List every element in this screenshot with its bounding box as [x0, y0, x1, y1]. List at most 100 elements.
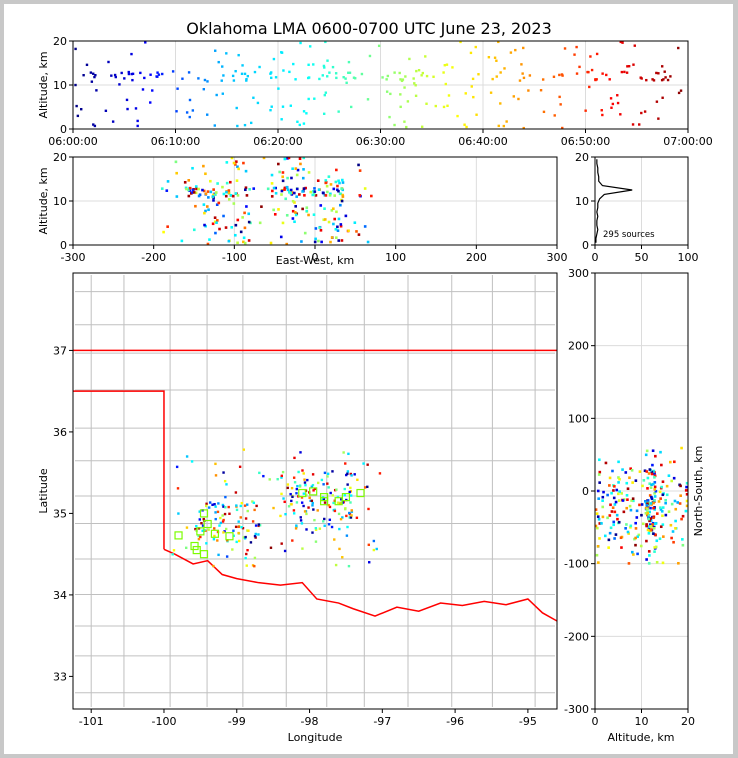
source-point — [597, 561, 600, 564]
source-point — [322, 64, 326, 68]
source-point — [329, 491, 332, 495]
source-point — [235, 179, 239, 182]
source-point — [314, 540, 318, 543]
source-point — [489, 91, 493, 94]
source-point — [400, 79, 404, 83]
source-point — [633, 44, 636, 47]
source-point — [617, 476, 620, 479]
source-point — [324, 91, 328, 94]
plan-view-frame — [72, 272, 558, 710]
source-point — [339, 517, 343, 521]
source-point — [647, 550, 651, 553]
source-point — [334, 227, 338, 231]
source-point — [338, 527, 341, 531]
source-point — [639, 544, 643, 548]
source-point — [475, 113, 478, 116]
source-point — [243, 226, 247, 230]
source-point — [286, 188, 290, 192]
source-point — [608, 78, 611, 81]
source-point — [333, 509, 337, 513]
source-point — [246, 74, 250, 78]
source-point — [113, 73, 117, 77]
source-point — [207, 208, 210, 212]
source-point — [662, 535, 665, 538]
source-point — [339, 203, 342, 207]
source-point — [75, 104, 78, 108]
source-point — [214, 517, 217, 521]
source-point — [326, 475, 329, 478]
source-point — [247, 239, 251, 242]
source-point — [239, 504, 242, 508]
ew-altitude-tick-label-x: -100 — [222, 251, 247, 264]
source-point — [446, 104, 449, 107]
source-point — [340, 239, 344, 242]
source-point — [563, 47, 567, 50]
source-point — [330, 525, 334, 529]
source-point — [136, 124, 139, 128]
source-point — [245, 194, 249, 197]
source-point — [269, 108, 272, 112]
source-point — [200, 522, 203, 525]
county-boundaries — [75, 275, 555, 707]
source-point — [653, 550, 656, 553]
source-point — [177, 512, 180, 515]
source-point — [653, 472, 656, 476]
source-point — [650, 497, 654, 501]
source-point — [610, 510, 614, 513]
source-point — [206, 80, 209, 83]
source-point — [601, 515, 605, 519]
source-point — [297, 470, 300, 474]
source-point — [375, 547, 378, 551]
source-point — [221, 514, 224, 517]
lma-figure: Oklahoma LMA 0600-0700 UTC June 23, 2023… — [4, 4, 733, 754]
source-point — [234, 163, 237, 166]
source-point — [625, 506, 629, 510]
source-point — [107, 60, 110, 64]
source-point — [235, 160, 238, 163]
source-point — [558, 73, 561, 77]
source-point — [92, 123, 95, 126]
source-point — [464, 92, 467, 95]
time-altitude-tick-label-y: 10 — [53, 79, 67, 92]
source-point — [292, 476, 296, 479]
source-point — [281, 105, 285, 108]
source-point — [606, 516, 609, 520]
source-point — [197, 537, 201, 541]
source-point — [337, 239, 341, 242]
source-point — [243, 241, 247, 245]
source-point — [281, 179, 285, 183]
source-point — [636, 535, 639, 539]
source-point — [295, 173, 299, 177]
source-point — [647, 562, 651, 565]
source-point — [235, 106, 238, 110]
source-point — [336, 229, 340, 232]
source-point — [608, 476, 612, 480]
source-point — [322, 218, 326, 222]
source-point — [328, 71, 331, 74]
source-point — [509, 51, 513, 54]
source-point — [643, 469, 647, 473]
source-point — [420, 125, 424, 128]
source-point — [333, 538, 336, 541]
source-point — [269, 72, 272, 75]
source-point — [319, 229, 323, 232]
altitude-histogram-line — [595, 159, 633, 243]
source-point — [628, 504, 632, 508]
histogram-tick-label-x: 100 — [678, 251, 699, 264]
source-point — [322, 520, 325, 523]
source-point — [143, 76, 146, 80]
source-point — [111, 120, 115, 123]
source-point — [272, 186, 276, 190]
source-point — [76, 114, 80, 118]
source-point — [299, 519, 303, 522]
source-point — [258, 524, 262, 527]
source-point — [648, 482, 652, 486]
source-point — [685, 485, 688, 489]
source-point — [363, 225, 367, 228]
source-point — [149, 101, 152, 104]
source-point — [286, 483, 290, 486]
source-point — [341, 555, 344, 559]
source-point — [312, 489, 315, 492]
source-point — [632, 553, 635, 556]
source-point — [296, 484, 299, 488]
